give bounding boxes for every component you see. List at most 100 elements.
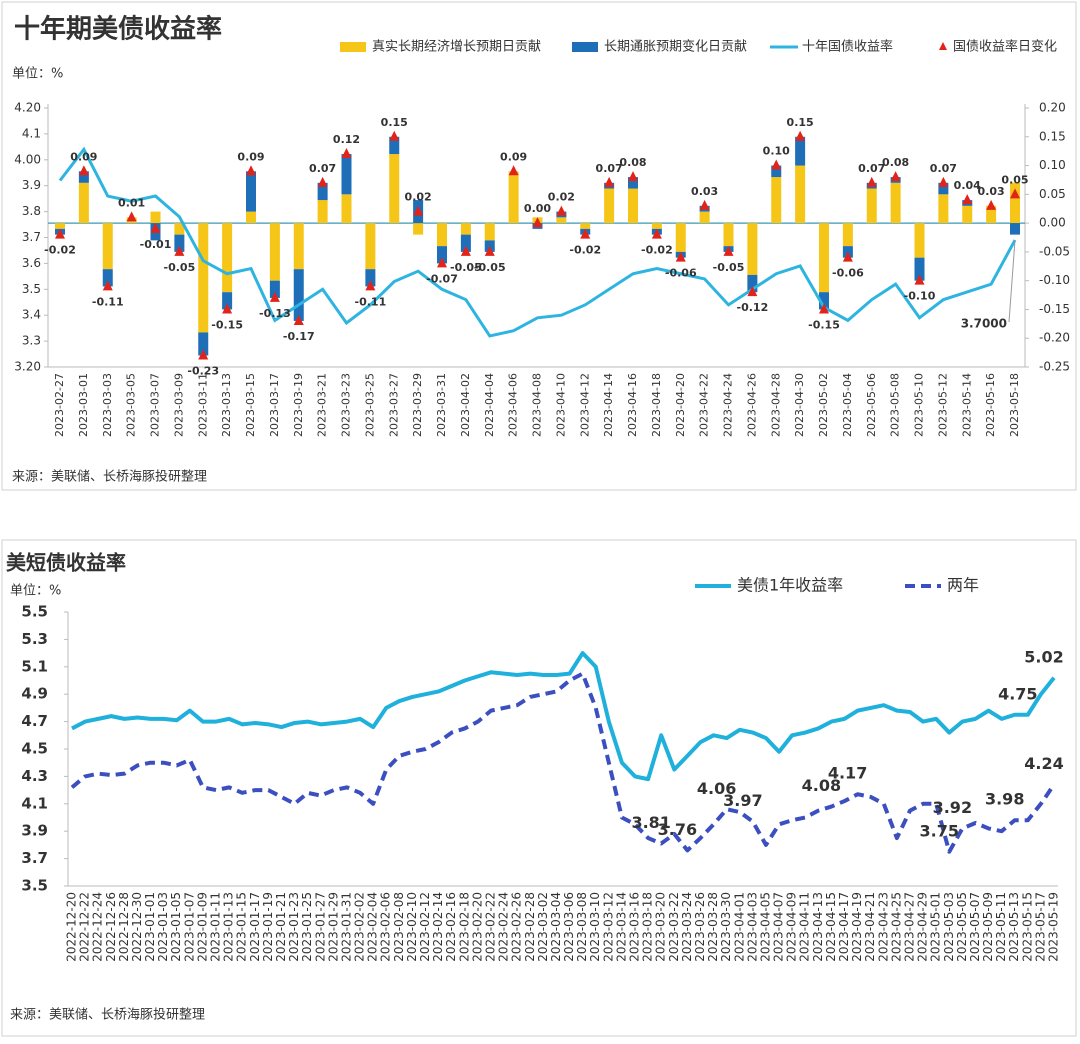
legend-swatch: [572, 42, 598, 52]
marker: [628, 171, 638, 182]
bar: [699, 211, 710, 224]
x-tick-label: 2023-01-27: [313, 892, 327, 962]
bar: [269, 223, 280, 281]
x-tick-label: 2023-05-09: [981, 892, 995, 962]
x-tick-label: 2023-01-03: [156, 892, 170, 962]
x-tick-label: 2023-02-26: [510, 892, 524, 962]
x-tick-label: 2023-03-25: [363, 373, 376, 437]
value-label: 0.12: [333, 133, 360, 146]
y-tick-label: 4.5: [21, 740, 48, 758]
value-label: 3.98: [985, 790, 1024, 809]
x-tick-label: 2023-04-14: [602, 373, 615, 437]
value-label: 4.17: [828, 764, 867, 783]
bar: [604, 188, 615, 224]
legend-label: 真实长期经济增长预期日贡献: [372, 40, 541, 55]
x-tick-label: 2023-04-12: [578, 373, 591, 437]
y2-tick-label: -0.05: [1039, 244, 1070, 258]
x-tick-label: 2023-03-30: [719, 892, 733, 962]
marker: [365, 280, 376, 291]
value-label: 4.24: [1024, 754, 1063, 773]
bar: [102, 269, 113, 287]
x-tick-label: 2023-04-03: [745, 892, 759, 962]
bar: [460, 234, 471, 252]
x-tick-label: 2023-04-13: [811, 892, 825, 962]
x-tick-label: 2023-03-22: [667, 892, 681, 962]
bar: [365, 223, 376, 270]
value-label: 3.75: [920, 821, 959, 840]
x-tick-label: 2023-02-02: [353, 892, 367, 962]
value-label: 3.81: [631, 813, 670, 832]
bar: [460, 223, 471, 235]
bar: [293, 269, 304, 321]
x-tick-label: 2023-01-07: [182, 892, 196, 962]
bar: [795, 165, 806, 224]
value-label: 0.09: [70, 150, 97, 163]
value-label: 0.07: [858, 162, 885, 175]
x-tick-label: 2023-05-14: [960, 373, 973, 437]
y-tick-label: 3.9: [22, 178, 41, 192]
value-label: -0.06: [832, 267, 864, 280]
y-tick-label: 4.9: [21, 685, 48, 703]
marker: [938, 176, 949, 187]
x-tick-label: 2023-04-28: [769, 373, 782, 437]
y-tick-label: 4.00: [14, 152, 41, 166]
value-label: 3.92: [933, 798, 972, 817]
x-tick-label: 2023-05-10: [913, 373, 926, 437]
bar: [866, 188, 877, 224]
value-label: 0.00: [524, 202, 551, 215]
bar: [174, 223, 185, 235]
bar: [651, 223, 662, 229]
x-tick-label: 2023-03-21: [316, 373, 329, 437]
x-tick-label: 2022-12-28: [117, 892, 131, 962]
value-label: 0.05: [1001, 173, 1028, 186]
bar: [222, 292, 233, 310]
y-tick-label: 5.1: [21, 657, 48, 675]
x-tick-label: 2023-02-10: [405, 892, 419, 962]
value-label: -0.11: [92, 295, 124, 308]
y2-tick-label: -0.20: [1039, 331, 1070, 345]
marker: [580, 228, 591, 239]
x-tick-label: 2023-02-18: [457, 892, 471, 962]
value-label: -0.15: [808, 318, 840, 331]
bar: [269, 280, 280, 298]
x-tick-label: 2023-04-09: [785, 892, 799, 962]
marker: [269, 291, 280, 302]
x-tick-label: 2022-12-24: [91, 892, 105, 962]
marker: [962, 194, 973, 205]
marker: [174, 245, 185, 256]
bar: [317, 200, 328, 224]
x-tick-label: 2023-04-15: [824, 892, 838, 962]
x-tick-label: 2023-01-21: [274, 892, 288, 962]
bar: [437, 223, 447, 247]
x-tick-label: 2023-01-17: [248, 892, 262, 962]
line: [70, 671, 1056, 854]
x-tick-label: 2023-05-07: [968, 892, 982, 962]
bar: [675, 223, 686, 252]
bar: [55, 223, 65, 229]
marker: [78, 165, 89, 176]
marker: [532, 217, 543, 228]
y2-tick-label: -0.25: [1039, 360, 1070, 374]
x-tick-label: 2023-01-23: [287, 892, 301, 962]
marker: [842, 251, 853, 262]
y2-tick-label: -0.10: [1039, 273, 1070, 287]
value-label: 0.01: [118, 196, 145, 209]
value-label: -0.11: [355, 295, 387, 308]
bar: [293, 223, 304, 270]
x-tick-label: 2023-02-27: [53, 373, 66, 437]
value-label: 0.10: [763, 145, 790, 158]
x-tick-label: 2023-04-04: [483, 373, 496, 437]
marker: [1010, 188, 1020, 199]
x-tick-label: 2023-01-29: [326, 892, 340, 962]
x-tick-label: 2023-03-31: [435, 373, 448, 437]
x-tick-label: 2023-05-05: [955, 892, 969, 962]
y-tick-label: 3.3: [22, 334, 41, 348]
value-label: -0.01: [140, 238, 172, 251]
marker: [675, 251, 686, 262]
bar: [556, 217, 567, 224]
value-label: -0.06: [665, 267, 697, 280]
x-tick-label: 2023-02-20: [470, 892, 484, 962]
y-tick-label: 3.9: [21, 822, 48, 840]
x-tick-label: 2023-03-03: [101, 373, 114, 437]
y2-tick-label: 0.15: [1039, 129, 1066, 143]
